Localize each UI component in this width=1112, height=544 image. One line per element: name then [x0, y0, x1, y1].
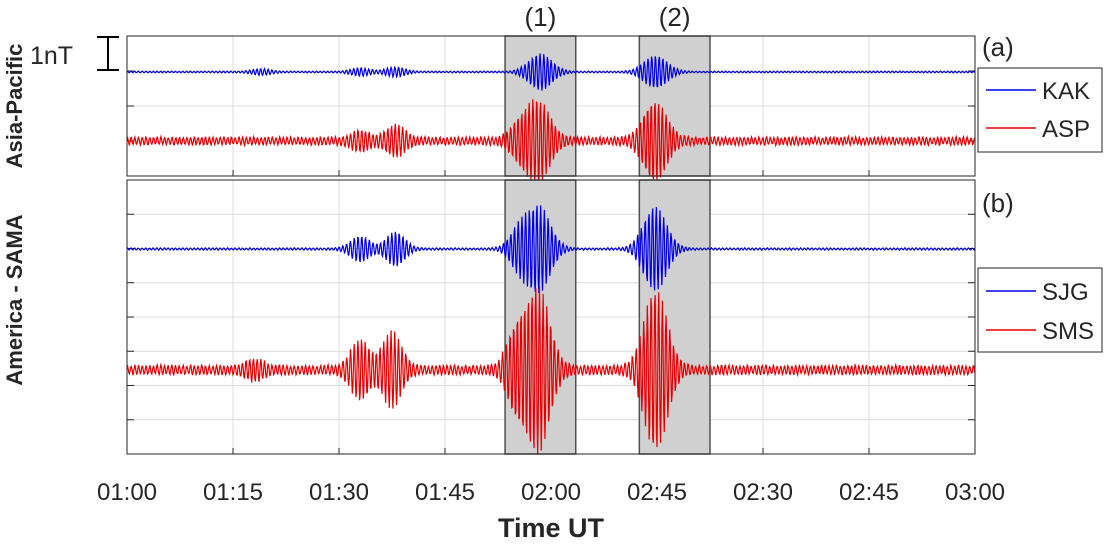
panel-a — [126, 35, 976, 183]
event-label-1: (1) — [525, 2, 557, 32]
panel-a-traces — [126, 53, 976, 183]
panel-b-ylabel: America - SAMA — [2, 214, 27, 385]
x-tick-label: 01:00 — [97, 479, 157, 506]
x-axis-label: Time UT — [498, 513, 605, 543]
trace-sms — [126, 286, 976, 455]
x-tick-label: 01:45 — [415, 479, 475, 506]
x-tick-label: 03:00 — [945, 479, 1005, 506]
legend-a: KAK ASP — [977, 67, 1103, 153]
panel-b-id: (b) — [982, 188, 1014, 218]
legend-b-item-0: SJG — [1042, 279, 1089, 306]
trace-kak — [126, 53, 976, 91]
legend-b-item-1: SMS — [1042, 318, 1094, 345]
panel-b-traces — [126, 205, 976, 455]
x-tick-label: 02:30 — [733, 479, 793, 506]
trace-sjg — [126, 205, 976, 294]
panel-b — [126, 179, 976, 455]
x-tick-label: 02:45 — [627, 479, 687, 506]
x-tick-label: 02:45 — [839, 479, 899, 506]
legend-a-item-1: ASP — [1042, 116, 1090, 143]
scale-bar: 1nT — [30, 36, 119, 71]
scale-bar-label: 1nT — [30, 42, 73, 70]
event-label-2: (2) — [659, 2, 691, 32]
x-tick-label: 02:00 — [521, 479, 581, 506]
panel-a-ylabel: Asia-Pacific — [2, 44, 27, 169]
x-tick-label: 01:15 — [203, 479, 263, 506]
legend-b: SJG SMS — [977, 267, 1103, 353]
trace-asp — [126, 99, 976, 183]
legend-a-item-0: KAK — [1042, 78, 1090, 105]
panel-a-id: (a) — [982, 32, 1014, 62]
x-tick-labels: 01:00 01:15 01:30 01:45 02:00 02:45 02:30 02:45… — [97, 479, 1005, 506]
x-tick-label: 01:30 — [309, 479, 369, 506]
